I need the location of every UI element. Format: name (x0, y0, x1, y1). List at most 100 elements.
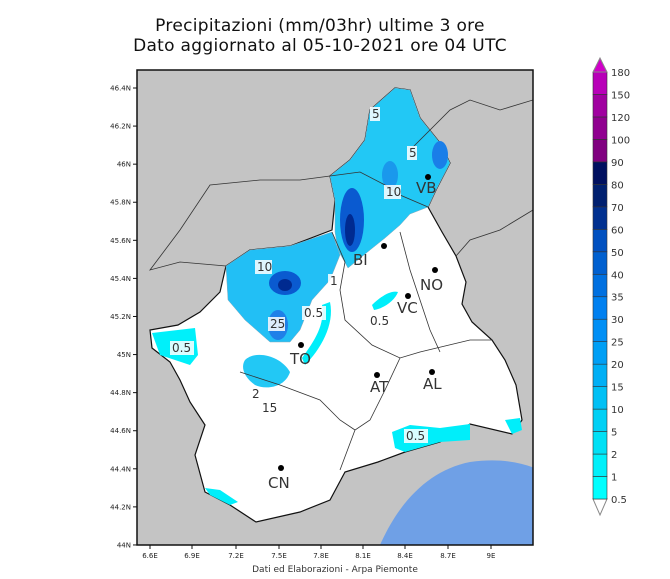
lat-tick-label: 46.2N (110, 123, 131, 131)
lat-tick-label: 44.8N (110, 389, 131, 397)
city-label-al: AL (423, 375, 442, 393)
contour-label: 0.5 (304, 306, 323, 320)
colorbar-label: 25 (611, 338, 624, 349)
colorbar-label: 100 (611, 135, 630, 146)
city-label-bi: BI (353, 251, 368, 269)
colorbar-label: 120 (611, 113, 630, 124)
lon-tick-label: 6.6E (142, 552, 158, 560)
colorbar-segment (592, 251, 608, 275)
colorbar-segment (592, 94, 608, 118)
colorbar-segment (592, 386, 608, 410)
colorbar-segment (592, 476, 608, 500)
precip-area-cn-sw (205, 488, 238, 505)
colorbar-legend: 0.51251015202530354050607080901001201501… (592, 56, 630, 517)
colorbar-segment (592, 296, 608, 320)
precip-area-vc (372, 291, 398, 310)
colorbar-label: 70 (611, 203, 624, 214)
colorbar-segment (592, 116, 608, 140)
lon-tick-label: 7.5E (271, 552, 287, 560)
colorbar-segment (592, 71, 608, 95)
city-label-to: TO (289, 350, 311, 368)
lat-tick-label: 45.4N (110, 275, 131, 283)
lon-tick-label: 7.2E (228, 552, 244, 560)
colorbar-segment (592, 229, 608, 253)
map-frame (136, 69, 534, 546)
contour-label: 0.5 (172, 341, 191, 355)
colorbar-label: 5 (611, 428, 617, 439)
colorbar-segment (592, 431, 608, 455)
city-dot-no (432, 267, 438, 273)
city-dot-cn (278, 465, 284, 471)
province-boundaries (148, 99, 533, 471)
lat-tick-label: 44.4N (110, 465, 131, 473)
city-dot-to (298, 342, 304, 348)
city-label-cn: CN (268, 474, 290, 492)
contour-label: 25 (270, 317, 285, 331)
contour-label-bg (328, 274, 338, 288)
colorbar-segment (592, 363, 608, 387)
contour-label-bg (250, 387, 260, 401)
contour-label: 10 (386, 185, 401, 199)
city-dot-al (429, 369, 435, 375)
contour-label-bg (260, 401, 277, 415)
lat-tick-label: 45.6N (110, 237, 131, 245)
lon-tick-label: 8.4E (397, 552, 413, 560)
lat-tick-label: 45.2N (110, 313, 131, 321)
contour-label-bg (302, 306, 326, 320)
lon-tick-label: 7.8E (313, 552, 329, 560)
contour-label: 0.5 (406, 429, 425, 443)
contour-label: 1 (330, 274, 338, 288)
city-dot-bi (381, 243, 387, 249)
colorbar-label: 20 (611, 360, 624, 371)
colorbar-label: 90 (611, 158, 624, 169)
colorbar-label: 150 (611, 90, 630, 101)
city-dot-at (374, 372, 380, 378)
lon-tick-label: 9E (487, 552, 496, 560)
lat-tick-label: 44.6N (110, 427, 131, 435)
lat-tick-label: 45N (117, 351, 131, 359)
contour-label: 15 (262, 401, 277, 415)
colorbar-label: 40 (611, 270, 624, 281)
city-dot-vb (425, 174, 431, 180)
contour-label: 2 (252, 387, 260, 401)
lon-tick-label: 8.7E (440, 552, 456, 560)
contour-label: 0.5 (370, 314, 389, 328)
contour-label-bg (384, 185, 401, 199)
lat-tick-label: 44N (117, 541, 131, 549)
colorbar-label: 80 (611, 180, 624, 191)
precip-cell-ne (382, 161, 398, 189)
city-dot-vc (405, 293, 411, 299)
contour-label-bg (404, 429, 428, 443)
contour-label: 10 (257, 260, 272, 274)
lat-tick-label: 46.4N (110, 85, 131, 93)
colorbar-label: 10 (611, 405, 624, 416)
data-source-credit: Dati ed Elaborazioni - Arpa Piemonte (252, 565, 418, 575)
colorbar-segment (592, 161, 608, 185)
lat-tick-label: 44.2N (110, 503, 131, 511)
city-label-at: AT (370, 378, 389, 396)
city-label-vc: VC (397, 299, 418, 317)
map-title-line1: Precipitazioni (mm/03hr) ultime 3 ore (155, 16, 485, 36)
colorbar-segment (592, 453, 608, 477)
colorbar-segment (592, 318, 608, 342)
lat-tick-label: 45.8N (110, 199, 131, 207)
colorbar-label: 15 (611, 383, 624, 394)
precip-core-east (432, 141, 448, 169)
colorbar-label: 30 (611, 315, 624, 326)
contour-label-bg (268, 317, 285, 331)
precip-area-susa (243, 354, 290, 388)
colorbar-label: 50 (611, 248, 624, 259)
colorbar-segment (592, 184, 608, 208)
colorbar-segment (592, 139, 608, 163)
colorbar-segment (592, 273, 608, 298)
colorbar-label: 180 (611, 68, 630, 79)
colorbar-label: 60 (611, 225, 624, 236)
city-label-no: NO (420, 276, 443, 294)
contour-label-bg (255, 260, 272, 274)
precip-area-east-edge (505, 418, 522, 434)
colorbar-segment (592, 408, 608, 432)
axis-ticks: 6.6E 6.9E 7.2E 7.5E 7.8E 8.1E 8.4E 8.7E 9E 46.4N 4… (110, 85, 495, 561)
map-title-line2: Dato aggiornato al 05-10-2021 ore 04 UTC (133, 36, 507, 56)
